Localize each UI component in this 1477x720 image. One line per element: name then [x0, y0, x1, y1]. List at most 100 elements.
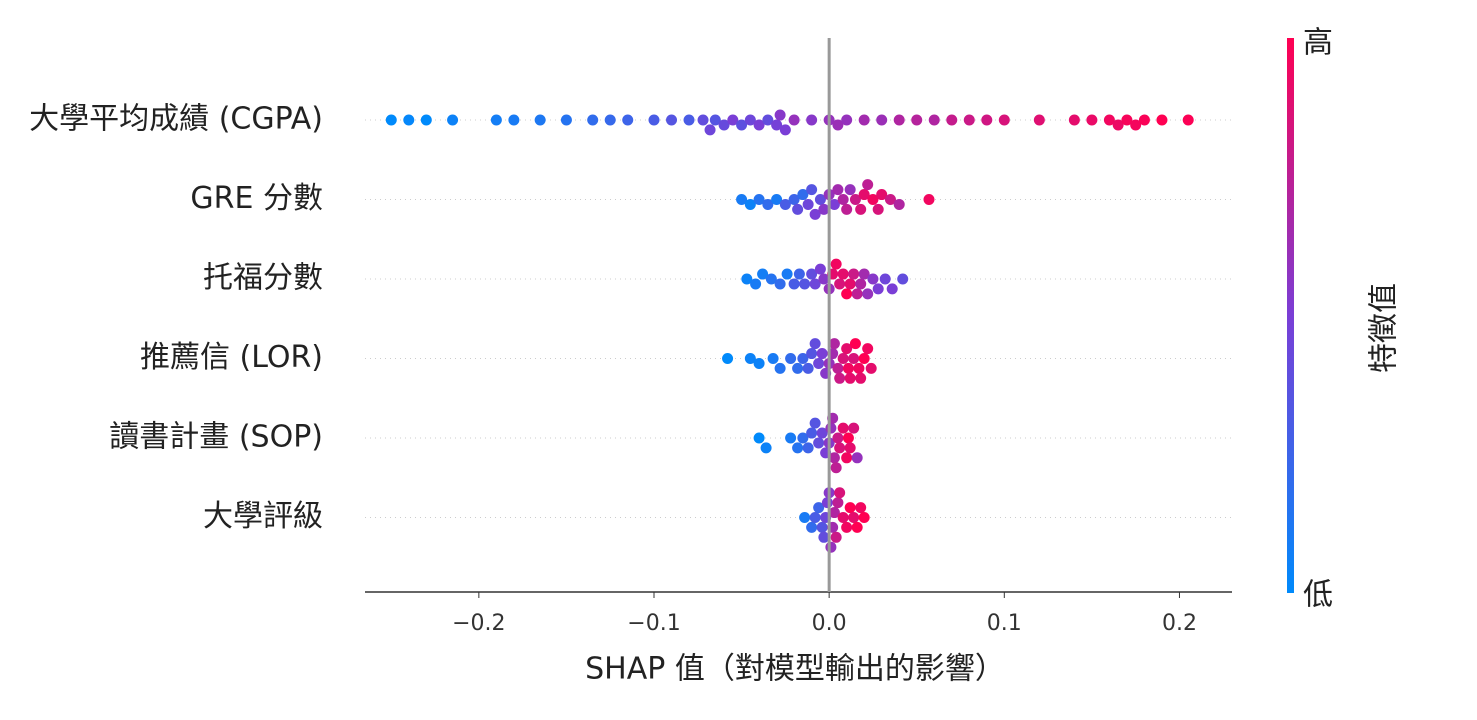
shap-point [741, 273, 753, 285]
shap-point [718, 119, 730, 131]
shap-point [928, 114, 940, 126]
x-axis-label: SHAP 值（對模型輸出的影響） [585, 652, 1005, 687]
shap-point [802, 198, 814, 210]
shap-point [765, 273, 777, 285]
x-tick-label: 0.2 [1162, 611, 1197, 636]
shap-point [793, 268, 805, 280]
shap-point [832, 497, 844, 509]
shap-point [893, 198, 905, 210]
shap-point [779, 198, 791, 210]
shap-point [816, 521, 828, 533]
shap-point [797, 189, 809, 201]
shap-point [799, 278, 811, 290]
colorbar-low: 低 [1303, 578, 1333, 613]
shap-point [876, 189, 888, 201]
shap-point [872, 203, 884, 215]
shap-point [802, 362, 814, 374]
shap-point [981, 114, 993, 126]
shap-point [855, 372, 867, 384]
shap-point [834, 487, 846, 499]
shap-point [809, 512, 821, 523]
shap-point [722, 353, 734, 364]
feature-label: 讀書計畫 (SOP) [109, 420, 323, 455]
shap-point [858, 353, 870, 364]
shap-point [828, 507, 840, 519]
shap-point [818, 203, 830, 215]
x-tick-label: −0.2 [452, 611, 505, 636]
shap-point [832, 119, 844, 131]
shap-point [858, 512, 870, 523]
shap-point [841, 343, 853, 355]
shap-point [1033, 114, 1045, 126]
shap-point [806, 348, 818, 360]
shap-point [848, 512, 860, 523]
shap-point [842, 432, 854, 444]
shap-point [867, 194, 879, 205]
shap-point [781, 268, 793, 280]
feature-label: GRE 分數 [190, 181, 323, 216]
shap-point [834, 278, 846, 290]
shap-point [828, 198, 840, 210]
shap-point [753, 357, 765, 369]
shap-point [862, 179, 874, 191]
shap-point [774, 109, 786, 121]
shap-point [851, 521, 863, 533]
shap-point [792, 362, 804, 374]
shap-point [788, 194, 800, 205]
shap-point [604, 114, 616, 126]
shap-point [849, 194, 861, 205]
shap-point [757, 268, 769, 280]
shap-point [865, 362, 877, 374]
shap-point [841, 288, 853, 300]
shap-point [851, 452, 863, 464]
shap-point [834, 442, 846, 454]
shap-point [697, 114, 709, 126]
shap-point [806, 184, 818, 196]
colorbar [1287, 38, 1294, 593]
shap-point [1086, 114, 1098, 126]
shap-point [844, 278, 856, 290]
shap-point [998, 114, 1010, 126]
shap-point [809, 278, 821, 290]
shap-point [842, 362, 854, 374]
shap-point [848, 422, 860, 434]
shap-point [816, 427, 828, 439]
shap-point [744, 114, 756, 126]
shap-point [841, 452, 853, 464]
shap-point [853, 362, 865, 374]
shap-point [753, 119, 765, 131]
shap-point [767, 353, 779, 364]
shap-point [825, 541, 837, 553]
shap-point [946, 114, 958, 126]
shap-point [704, 124, 716, 136]
shap-point [837, 512, 849, 523]
shap-point [862, 288, 874, 300]
shap-point [785, 432, 797, 444]
shap-point [963, 114, 975, 126]
colorbar-high: 高 [1303, 26, 1333, 61]
shap-point [683, 114, 695, 126]
shap-point [788, 278, 800, 290]
shap-point [886, 283, 898, 295]
shap-point [560, 114, 572, 126]
shap-point [1156, 114, 1168, 126]
shap-point [848, 268, 860, 280]
shap-point [753, 194, 765, 205]
shap-point [799, 512, 811, 523]
shap-point [832, 184, 844, 196]
shap-point [587, 114, 599, 126]
shap-point [753, 432, 765, 444]
shap-point [1103, 114, 1115, 126]
shap-point [792, 203, 804, 215]
shap-point [884, 194, 896, 205]
shap-point [872, 283, 884, 295]
shap-point [809, 338, 821, 350]
shap-point [876, 114, 888, 126]
shap-point [813, 357, 825, 369]
shap-point [385, 114, 397, 126]
shap-point [534, 114, 546, 126]
shap-point [834, 372, 846, 384]
shap-point [858, 189, 870, 201]
shap-point [844, 372, 856, 384]
